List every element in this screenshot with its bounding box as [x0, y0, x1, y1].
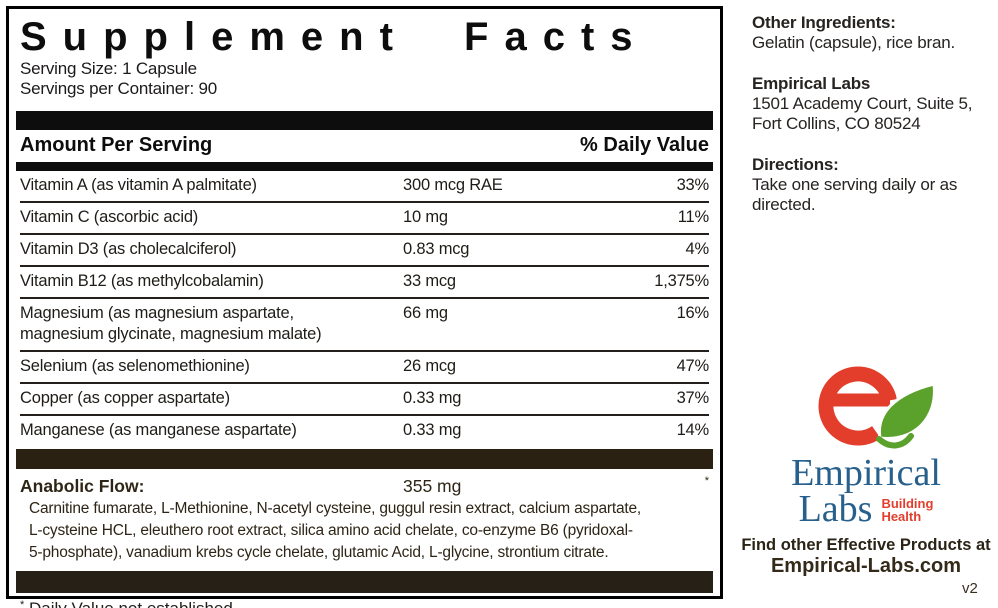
company-address-line1: 1501 Academy Court, Suite 5, [752, 94, 973, 113]
nutrient-name: Copper (as copper aspartate) [20, 389, 230, 407]
nutrient-name: Vitamin D3 (as cholecalciferol) [20, 240, 237, 258]
other-ingredients-block: Other Ingredients: Gelatin (capsule), ri… [752, 13, 994, 53]
nutrient-amount: 10 mg [403, 208, 448, 226]
table-row: Vitamin C (ascorbic acid) 10 mg 11% [20, 201, 709, 233]
divider-bar-top [16, 111, 713, 130]
footnote-asterisk: * [20, 599, 25, 608]
directions-block: Directions: Take one serving daily or as… [752, 155, 994, 215]
footnote-text: Daily Value not established. [29, 599, 238, 608]
amount-per-serving-header: Amount Per Serving [20, 134, 213, 156]
blend-description-line: 5-phosphate), vanadium krebs cycle chela… [29, 544, 609, 561]
nutrient-name: Vitamin B12 (as methylcobalamin) [20, 272, 264, 290]
nutrient-name: Manganese (as manganese aspartate) [20, 421, 297, 439]
nutrient-name-line2: magnesium glycinate, magnesium malate) [20, 325, 322, 343]
nutrient-dv: 33% [676, 176, 710, 194]
table-row: Selenium (as selenomethionine) 26 mcg 47… [20, 350, 709, 382]
divider-bar-header [16, 162, 713, 171]
empirical-labs-logo: Empirical Labs Building Health Find othe… [740, 356, 992, 578]
logo-tagline: Building Health [881, 497, 933, 523]
directions-label: Directions: [752, 155, 839, 174]
nutrient-dv: 4% [685, 240, 710, 258]
tagline-line2: Health [881, 509, 922, 524]
table-header: Amount Per Serving % Daily Value [20, 130, 709, 162]
panel-title: Supplement Facts [20, 15, 649, 59]
footnote: * Daily Value not established. [20, 593, 709, 608]
nutrient-name: Vitamin C (ascorbic acid) [20, 208, 199, 226]
table-row: Vitamin B12 (as methylcobalamin) 33 mcg … [20, 265, 709, 297]
divider-bar-bottom [16, 571, 713, 593]
divider-bar-blend [16, 449, 713, 469]
logo-word-labs: Labs [798, 488, 873, 530]
table-row: Vitamin A (as vitamin A palmitate) 300 m… [20, 171, 709, 201]
logo-e-icon [818, 366, 897, 446]
company-block: Empirical Labs 1501 Academy Court, Suite… [752, 74, 994, 134]
logo-word-empirical: Empirical [791, 452, 941, 494]
version-label: v2 [962, 580, 978, 597]
nutrient-dv: 16% [676, 304, 710, 322]
nutrient-amount: 33 mcg [403, 272, 456, 290]
nutrient-dv: 1,375% [654, 272, 709, 290]
nutrient-amount: 0.33 mg [403, 421, 462, 439]
nutrient-name: Selenium (as selenomethionine) [20, 357, 250, 375]
blend-dv-asterisk: * [704, 475, 709, 487]
blend-description-line: L-cysteine HCL, eleuthero root extract, … [29, 522, 633, 539]
leaf-icon [876, 382, 936, 449]
table-row: Vitamin D3 (as cholecalciferol) 0.83 mcg… [20, 233, 709, 265]
company-address-line2: Fort Collins, CO 80524 [752, 114, 921, 133]
blend-row: Anabolic Flow: 355 mg * [20, 469, 709, 498]
find-products-text: Find other Effective Products at [741, 536, 991, 554]
blend-description: Carnitine fumarate, L-Methionine, N-acet… [20, 498, 709, 564]
directions-line2: directed. [752, 195, 816, 214]
directions-line1: Take one serving daily or as [752, 175, 958, 194]
blend-name: Anabolic Flow: [20, 476, 145, 496]
blend-amount: 355 mg [403, 476, 462, 496]
nutrient-amount: 26 mcg [403, 357, 456, 375]
table-row: Magnesium (as magnesium aspartate, magne… [20, 297, 709, 350]
nutrient-dv: 47% [676, 357, 710, 375]
table-row: Copper (as copper aspartate) 0.33 mg 37% [20, 382, 709, 414]
daily-value-header: % Daily Value [580, 134, 709, 156]
nutrient-amount: 0.33 mg [403, 389, 462, 407]
nutrient-dv: 37% [676, 389, 710, 407]
nutrient-name: Magnesium (as magnesium aspartate, [20, 304, 294, 322]
nutrient-dv: 14% [676, 421, 710, 439]
table-row: Manganese (as manganese aspartate) 0.33 … [20, 414, 709, 446]
right-column: Other Ingredients: Gelatin (capsule), ri… [752, 13, 994, 236]
serving-size: Serving Size: 1 Capsule [20, 59, 197, 78]
logo-e-leaf-graphic [818, 366, 936, 449]
logo-labs-line: Labs Building Health [798, 488, 934, 530]
servings-per-container: Servings per Container: 90 [20, 79, 218, 98]
supplement-facts-panel: Supplement Facts Serving Size: 1 Capsule… [6, 6, 723, 608]
nutrient-amount: 300 mcg RAE [403, 176, 503, 194]
company-name: Empirical Labs [752, 74, 871, 93]
blend-description-line: Carnitine fumarate, L-Methionine, N-acet… [29, 500, 642, 517]
tagline-line1: Building [881, 496, 934, 511]
nutrient-name: Vitamin A (as vitamin A palmitate) [20, 176, 257, 194]
website-text: Empirical-Labs.com [770, 555, 962, 577]
nutrient-dv: 11% [677, 208, 709, 226]
nutrient-amount: 66 mg [403, 304, 448, 322]
nutrient-amount: 0.83 mcg [403, 240, 470, 258]
other-ingredients-label: Other Ingredients: [752, 13, 896, 32]
other-ingredients-text: Gelatin (capsule), rice bran. [752, 33, 956, 52]
